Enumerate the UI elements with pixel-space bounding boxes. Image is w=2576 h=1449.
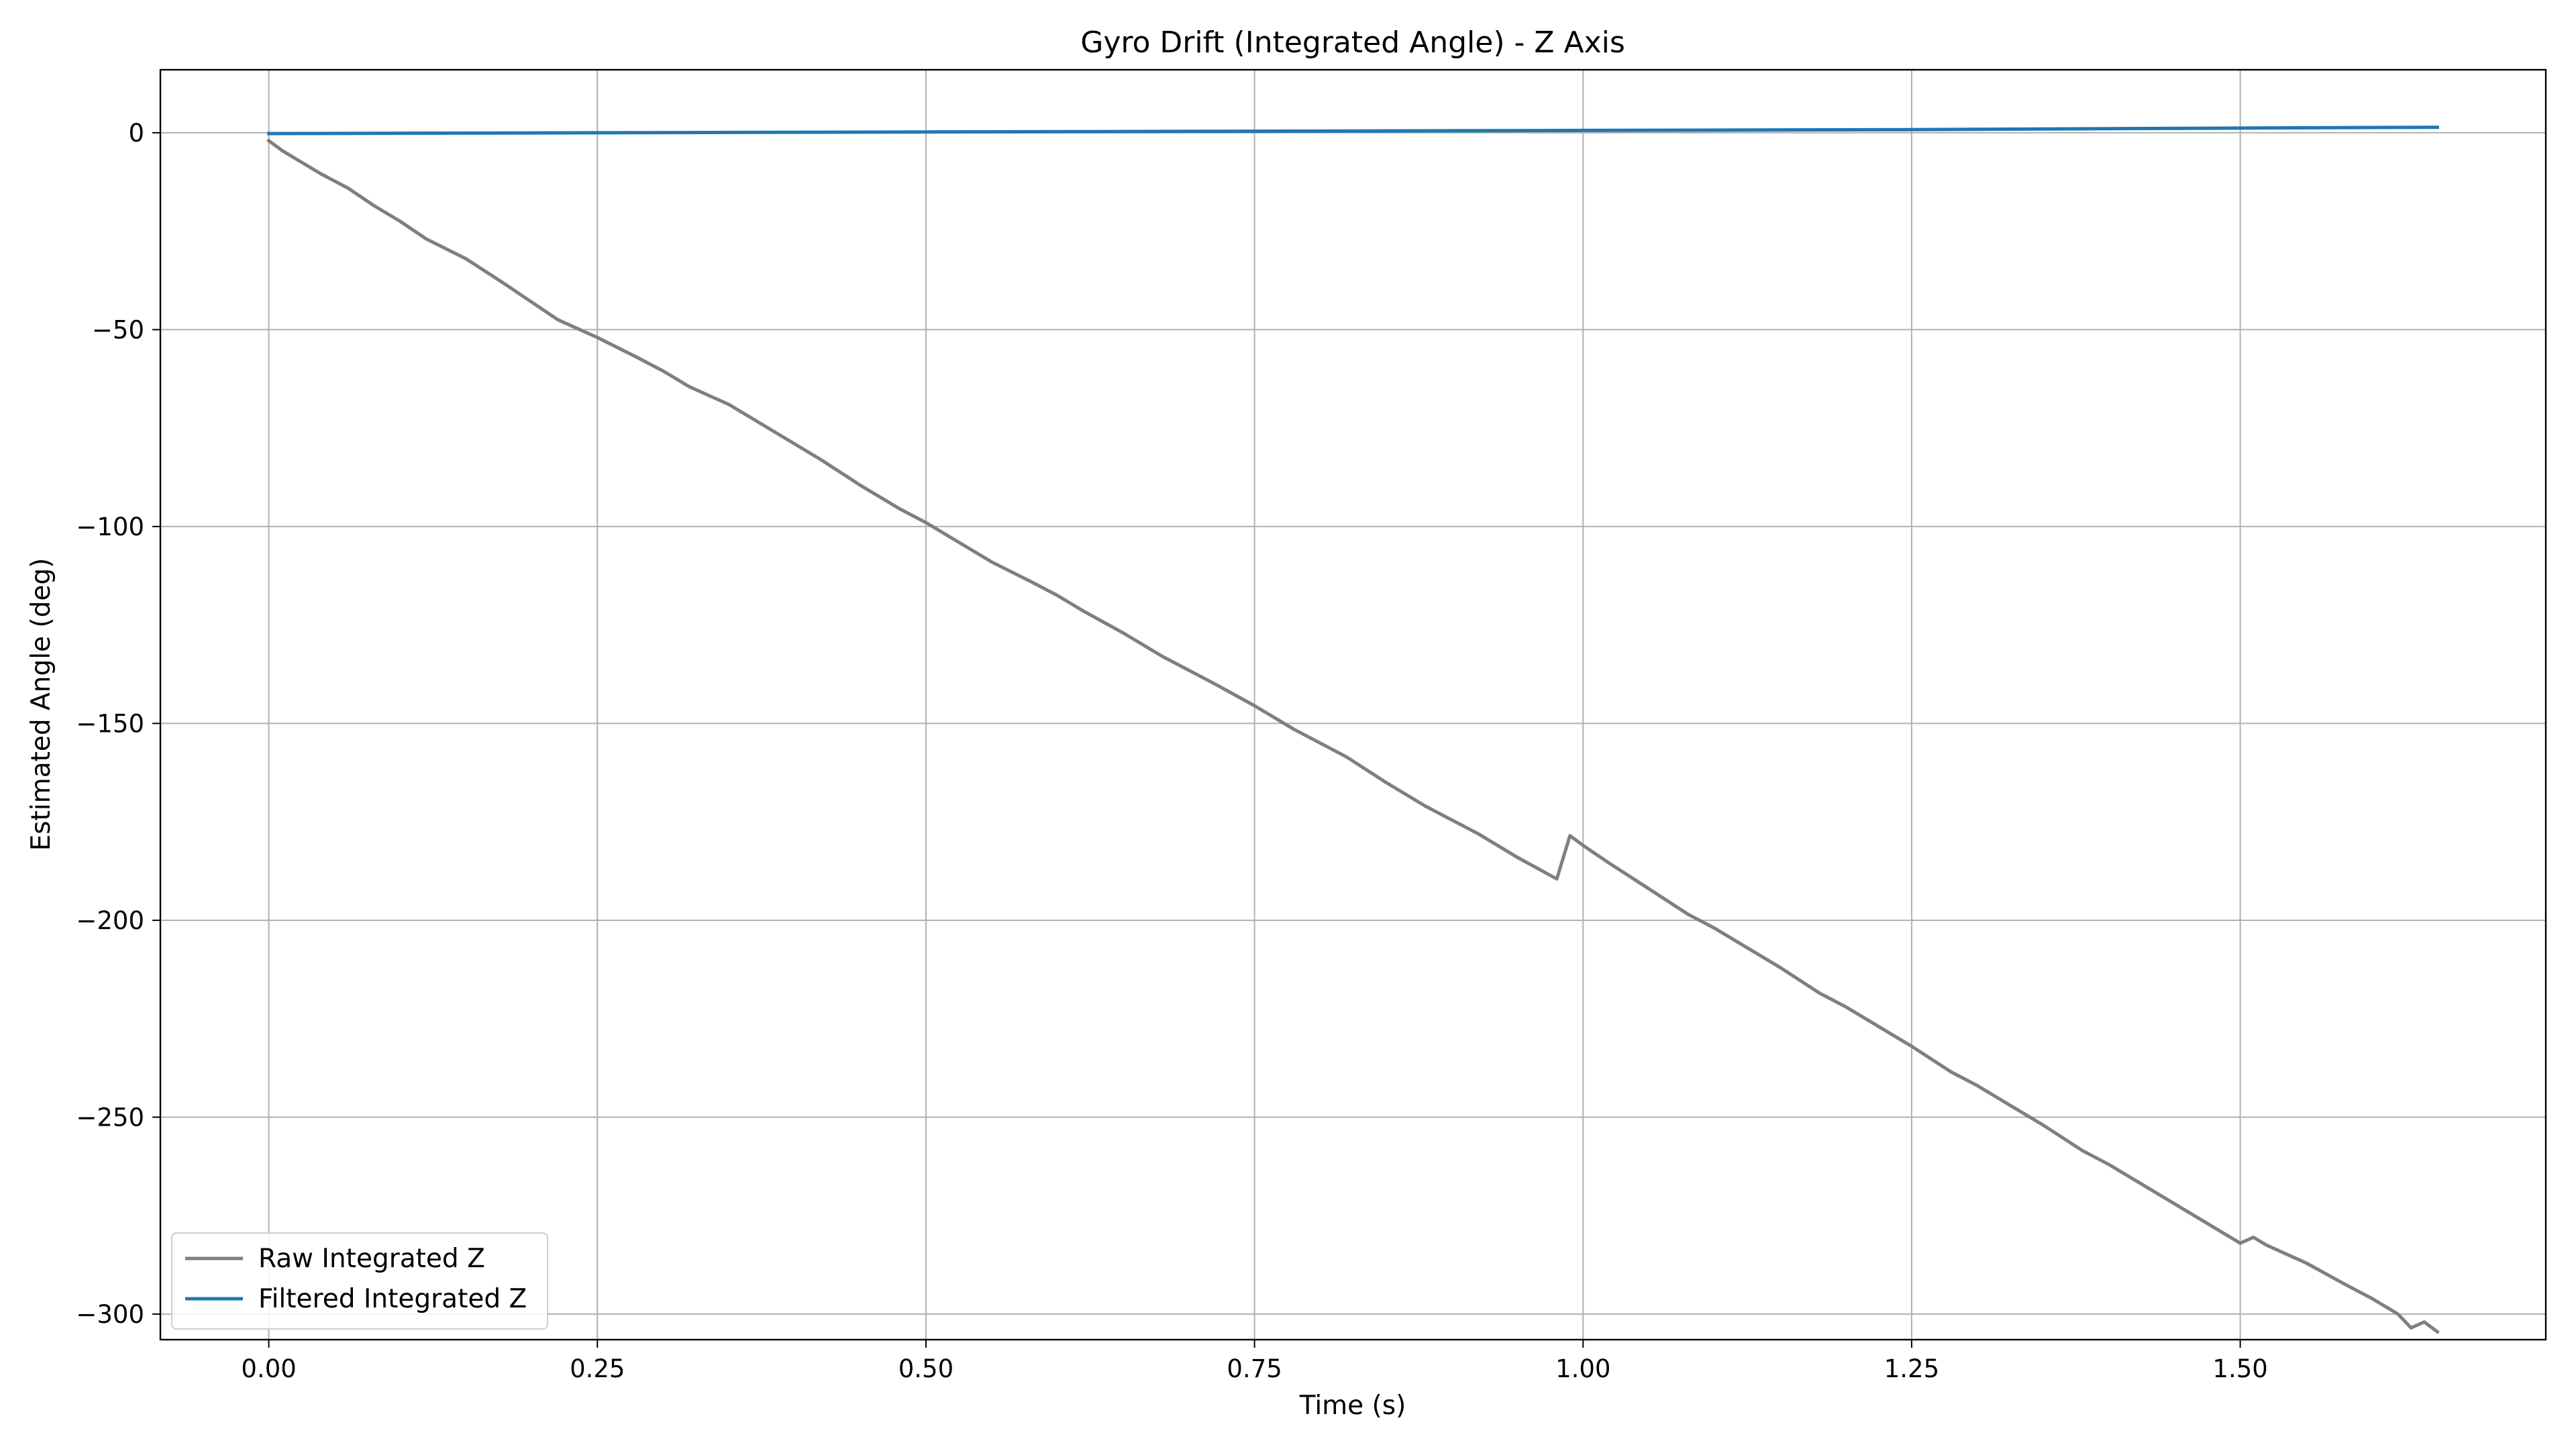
x-tick-label: 1.00 xyxy=(1555,1354,1610,1383)
x-tick-label: 0.25 xyxy=(570,1354,625,1383)
x-tick-label: 1.25 xyxy=(1884,1354,1939,1383)
y-tick-label: −250 xyxy=(76,1103,144,1132)
x-tick-label: 1.50 xyxy=(2212,1354,2267,1383)
chart-legend: Raw Integrated Z Filtered Integrated Z xyxy=(171,1232,548,1330)
chart-title: Gyro Drift (Integrated Angle) - Z Axis xyxy=(1080,25,1625,60)
y-axis-label: Estimated Angle (deg) xyxy=(26,558,56,851)
series-line-raw-integrated-z xyxy=(266,138,2440,1334)
y-tick-label: −50 xyxy=(92,315,144,344)
y-tick-label: −300 xyxy=(76,1300,144,1329)
x-tick-label: 0.50 xyxy=(898,1354,954,1383)
x-tick-label: 0.00 xyxy=(241,1354,296,1383)
series-lines xyxy=(266,125,2440,1334)
legend-box xyxy=(171,1232,548,1330)
y-tick-label: −150 xyxy=(76,709,144,738)
axis-ticks: 0.00 0.25 0.50 0.75 1.00 1.25 1.50 0 −50 −100 −150… xyxy=(76,119,2267,1383)
series-line-filtered-integrated-z xyxy=(267,125,2439,136)
y-tick-label: −200 xyxy=(76,906,144,935)
y-tick-label: −100 xyxy=(76,513,144,541)
legend-label-raw-integrated-z: Raw Integrated Z xyxy=(258,1244,485,1274)
x-axis-label: Time (s) xyxy=(1299,1391,1406,1421)
y-tick-label: 0 xyxy=(128,119,144,148)
plot-area-frame xyxy=(159,68,2547,1341)
legend-label-filtered-integrated-z: Filtered Integrated Z xyxy=(258,1284,527,1314)
x-tick-label: 0.75 xyxy=(1227,1354,1282,1383)
